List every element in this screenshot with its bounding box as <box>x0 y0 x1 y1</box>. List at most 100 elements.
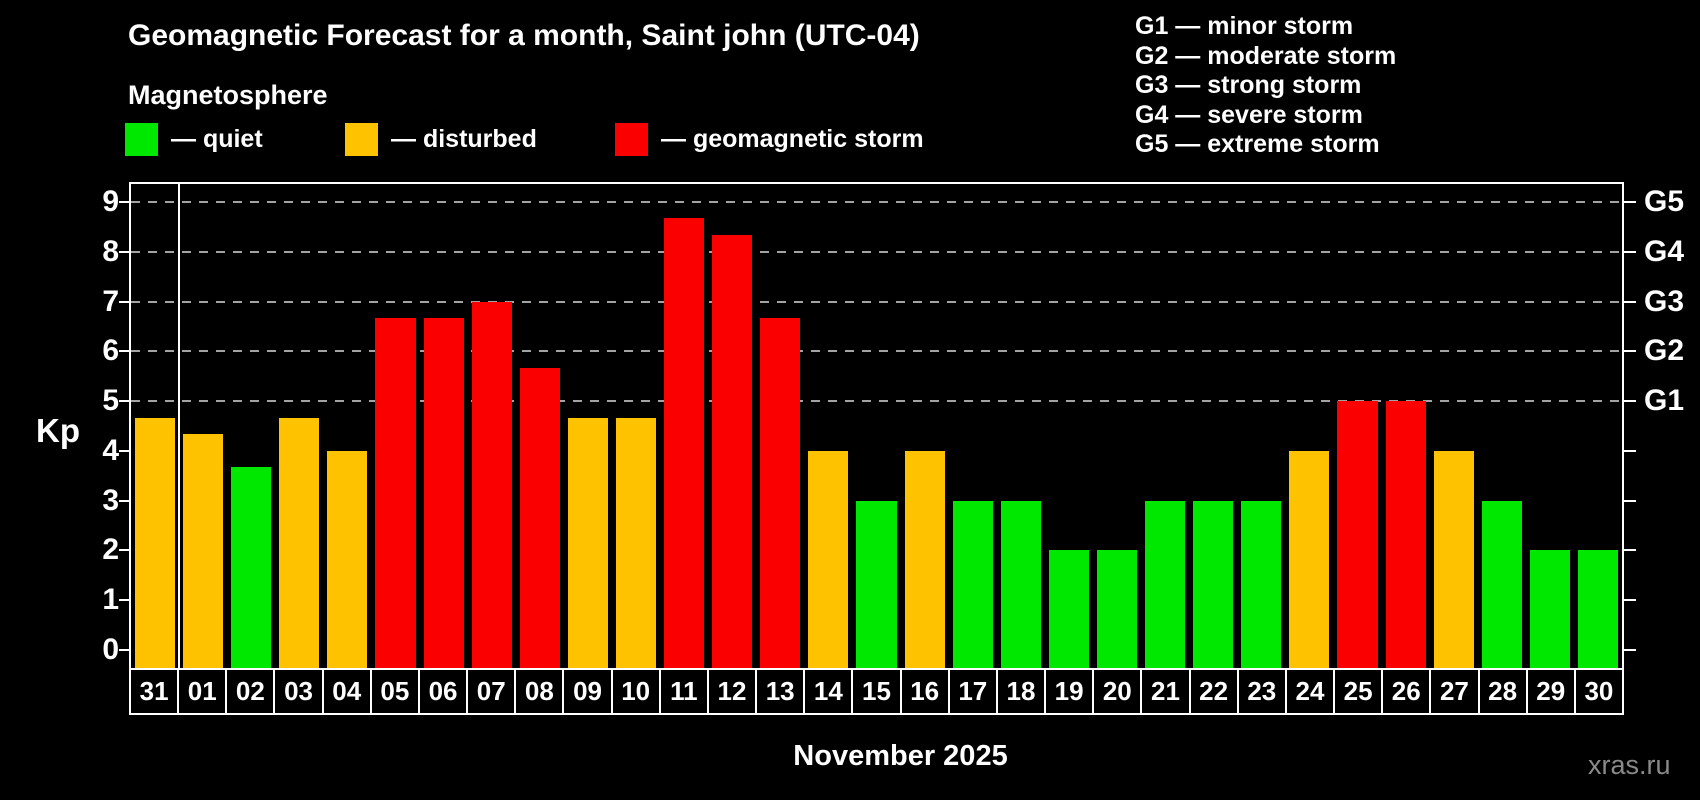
day-label-04: 04 <box>323 670 370 713</box>
bar-day-25 <box>1337 401 1378 668</box>
y-axis-label-2: 2 <box>102 533 119 567</box>
g-legend-line-5: G5 — extreme storm <box>1135 130 1380 159</box>
g-legend-line-3: G3 — strong storm <box>1135 71 1362 100</box>
day-label-26: 26 <box>1383 670 1430 713</box>
day-label-13: 13 <box>757 670 804 713</box>
bar-day-21 <box>1145 500 1186 668</box>
day-label-24: 24 <box>1286 670 1334 713</box>
bar-day-12 <box>712 235 753 668</box>
bar-day-27 <box>1433 450 1474 668</box>
bar-day-15 <box>856 500 897 668</box>
bar-day-09 <box>567 417 608 668</box>
y-axis-tick-right-8 <box>1624 250 1636 253</box>
bar-day-04 <box>327 450 368 668</box>
x-axis-title: November 2025 <box>793 740 1008 772</box>
bar-day-23 <box>1241 500 1282 668</box>
bar-day-02 <box>231 467 272 668</box>
y-axis-tick-right-2 <box>1624 549 1636 552</box>
legend-item-disturbed: — disturbed <box>345 121 537 157</box>
y-axis-tick-left-1 <box>119 599 129 602</box>
bar-day-03 <box>279 417 320 668</box>
gridline-kp-7 <box>131 300 1622 303</box>
y-axis-label-6: 6 <box>102 334 119 368</box>
page-title: Geomagnetic Forecast for a month, Saint … <box>128 19 920 52</box>
y-axis-tick-left-6 <box>119 350 129 353</box>
day-label-16: 16 <box>901 670 948 713</box>
bar-day-26 <box>1385 401 1426 668</box>
bar-day-13 <box>760 317 801 668</box>
bar-day-07 <box>471 301 512 668</box>
y-axis-tick-right-7 <box>1624 300 1636 303</box>
y-axis-label-1: 1 <box>102 583 119 617</box>
gridline-kp-5 <box>131 400 1622 403</box>
y-axis-label-5: 5 <box>102 384 119 418</box>
y-axis-tick-left-3 <box>119 499 129 502</box>
bar-day-14 <box>808 450 849 668</box>
day-label-01: 01 <box>179 670 226 713</box>
bar-day-24 <box>1289 450 1330 668</box>
plot-area <box>131 184 1622 668</box>
legend-swatch-quiet <box>125 122 158 156</box>
day-label-03: 03 <box>275 670 322 713</box>
y-axis-tick-left-7 <box>119 300 129 303</box>
day-label-28: 28 <box>1479 670 1526 713</box>
bar-day-17 <box>952 500 993 668</box>
bar-day-05 <box>375 317 416 668</box>
day-label-19: 19 <box>1046 670 1093 713</box>
bar-day-06 <box>423 317 464 668</box>
bar-day-10 <box>615 417 657 668</box>
y-axis-tick-left-5 <box>119 400 129 403</box>
bar-day-11 <box>664 218 705 668</box>
day-label-08: 08 <box>516 670 563 713</box>
legend-swatch-storm <box>615 122 648 156</box>
gridline-kp-9 <box>131 200 1622 203</box>
bar-day-29 <box>1529 550 1570 668</box>
y-axis-tick-right-9 <box>1624 200 1636 203</box>
watermark: xras.ru <box>1588 750 1671 780</box>
y-axis-tick-left-9 <box>119 200 129 203</box>
chart-subtitle: Magnetosphere <box>128 80 328 110</box>
bar-day-20 <box>1096 550 1138 668</box>
legend-swatch-disturbed <box>345 122 378 156</box>
bar-day-31 <box>135 417 176 668</box>
bar-day-01 <box>183 434 224 668</box>
day-label-29: 29 <box>1527 670 1574 713</box>
g-legend-line-4: G4 — severe storm <box>1135 100 1363 129</box>
day-label-09: 09 <box>564 670 611 713</box>
bar-day-22 <box>1193 500 1234 668</box>
day-label-30: 30 <box>1575 670 1622 713</box>
y-axis-label-3: 3 <box>102 483 119 517</box>
legend-label-disturbed: — disturbed <box>391 124 537 153</box>
right-axis-label-G3: G3 <box>1644 284 1685 318</box>
day-label-17: 17 <box>949 670 996 713</box>
right-axis-label-G1: G1 <box>1644 384 1685 418</box>
bar-day-19 <box>1048 550 1089 668</box>
day-label-18: 18 <box>997 670 1045 713</box>
gridline-kp-8 <box>131 250 1622 253</box>
gridline-kp-6 <box>131 350 1622 353</box>
day-label-27: 27 <box>1431 670 1478 713</box>
right-axis-label-G5: G5 <box>1644 184 1685 218</box>
legend-item-quiet: — quiet <box>125 121 263 157</box>
y-axis-title: Kp <box>36 412 80 449</box>
y-axis-tick-right-3 <box>1624 499 1636 502</box>
y-axis-label-7: 7 <box>102 284 119 318</box>
day-label-20: 20 <box>1094 670 1141 713</box>
day-label-31: 31 <box>131 670 178 713</box>
x-axis-day-labels: 31 01 02 03 04 05 06 07 08 09 10 11 12 13 14 15 16 17 18 19… <box>129 668 1624 715</box>
month-separator <box>178 184 181 668</box>
bar-day-28 <box>1481 500 1522 668</box>
bar-day-30 <box>1577 550 1618 668</box>
day-label-23: 23 <box>1238 670 1285 713</box>
y-axis-tick-right-4 <box>1624 449 1636 452</box>
day-label-22: 22 <box>1190 670 1237 713</box>
day-label-02: 02 <box>227 670 274 713</box>
legend-item-storm: — geomagnetic storm <box>615 121 924 157</box>
y-axis-tick-right-6 <box>1624 350 1636 353</box>
y-axis-label-0: 0 <box>102 633 119 666</box>
y-axis-tick-left-8 <box>119 250 129 253</box>
y-axis-tick-right-0 <box>1624 649 1636 651</box>
day-label-21: 21 <box>1142 670 1189 713</box>
y-axis-label-9: 9 <box>102 184 119 218</box>
